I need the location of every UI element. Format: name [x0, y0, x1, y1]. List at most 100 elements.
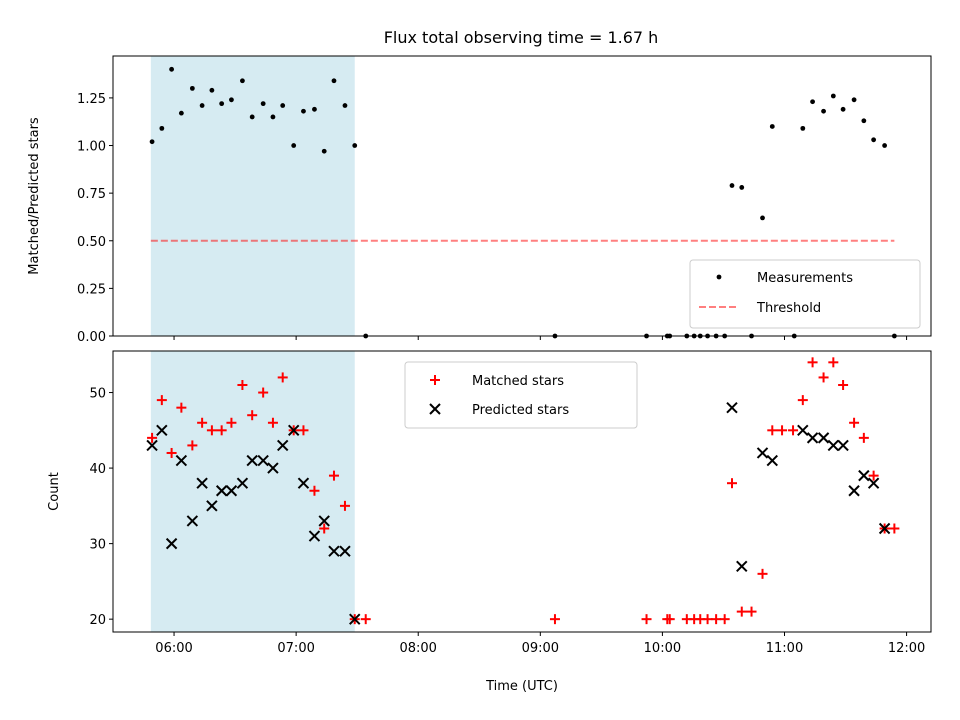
predicted-star-point [349, 613, 361, 625]
matched-star-point [309, 485, 320, 496]
x-tick-label: 09:00 [522, 641, 559, 656]
measurement-point [739, 185, 745, 190]
matched-star-point [726, 478, 737, 489]
predicted-star-point [196, 477, 208, 489]
predicted-star-point [257, 454, 269, 467]
matched-star-point [277, 372, 288, 383]
measurement-point [159, 125, 165, 131]
counts-legend: Matched stars Predicted stars [404, 361, 638, 429]
y-tick-label: 40 [89, 462, 106, 477]
ratio-axes: 0.00 0.25 0.50 0.75 1.00 1.25 Matched/Predict… [27, 55, 932, 345]
measurement-point [821, 108, 826, 114]
matched-star-point [166, 447, 177, 458]
observing-window-shade-top [150, 56, 355, 336]
matched-star-point [319, 523, 330, 534]
measurement-point [760, 215, 765, 221]
matched-star-point [664, 614, 675, 625]
counts-y-axis-label: Count [47, 472, 62, 511]
legend-matched-marker [430, 375, 440, 385]
measurement-point [199, 103, 205, 108]
x-tick-label: 11:00 [766, 641, 803, 656]
y-tick-label: 0.75 [77, 187, 106, 202]
legend-predicted-label: Predicted stars [472, 403, 569, 418]
matched-star-point [298, 425, 309, 436]
measurement-point [189, 85, 195, 91]
matched-star-point [187, 440, 198, 451]
predicted-star-point [287, 424, 300, 437]
measurement-point [871, 137, 877, 143]
predicted-star-point [236, 477, 249, 489]
predicted-star-point [308, 530, 321, 542]
predicted-star-point [146, 439, 158, 452]
predicted-star-point [867, 477, 880, 489]
predicted-star-point [756, 447, 769, 459]
x-tick-label: 08:00 [399, 641, 436, 656]
y-tick-label: 0.00 [77, 330, 106, 345]
predicted-star-point [246, 454, 258, 467]
predicted-star-point [858, 469, 870, 482]
ratio-axes-frame [112, 55, 932, 337]
ratio-legend-box [689, 259, 921, 329]
matched-star-point [258, 387, 269, 398]
x-tick-label: 06:00 [155, 641, 192, 656]
x-tick-label: 10:00 [644, 641, 681, 656]
matched-star-point [746, 606, 757, 617]
ratio-legend: Measurements Threshold [689, 259, 921, 329]
y-tick-label: 50 [89, 387, 106, 402]
measurement-point [209, 87, 215, 93]
measurement-point [169, 66, 175, 72]
predicted-star-point [297, 477, 310, 489]
matched-star-point [641, 614, 652, 625]
predicted-star-point [225, 485, 238, 497]
matched-star-point [868, 470, 879, 481]
matched-star-point [549, 614, 560, 625]
y-tick-label: 30 [89, 538, 106, 553]
legend-threshold-label: Threshold [756, 301, 821, 316]
matched-star-point [767, 425, 778, 436]
measurement-point [352, 143, 358, 148]
predicted-star-point [215, 485, 228, 497]
predicted-star-point [806, 432, 819, 444]
counts-axes: 06:00 07:00 08:00 09:00 10:00 11:00 12:00 20 30… [47, 350, 932, 694]
measurement-point [882, 143, 888, 148]
matched-star-point [197, 417, 208, 428]
matched-star-point [702, 614, 713, 625]
predicted-star-point [328, 545, 340, 557]
matched-star-point [807, 357, 818, 368]
measurement-point [861, 118, 867, 124]
matched-star-point [267, 417, 278, 428]
x-tick-label: 12:00 [888, 641, 925, 656]
measurement-point [830, 93, 836, 99]
measurement-point [149, 139, 155, 145]
matched-star-point [838, 379, 849, 390]
measurement-point [260, 101, 266, 107]
matched-star-point [736, 606, 747, 617]
predicted-star-point [276, 439, 289, 452]
predicted-star-point [827, 439, 840, 452]
measurement-point [219, 101, 225, 107]
matched-star-point [757, 568, 768, 579]
measurement-point [851, 97, 857, 103]
x-tick-label: 07:00 [277, 641, 314, 656]
x-axis-label: Time (UTC) [485, 679, 558, 694]
measurement-point [280, 103, 286, 108]
legend-measurements-marker [716, 274, 722, 280]
legend-measurements-label: Measurements [757, 271, 853, 286]
matched-star-point [237, 379, 248, 390]
y-tick-label: 0.50 [77, 235, 106, 250]
matched-star-point [328, 470, 339, 481]
matched-star-point [858, 432, 869, 443]
predicted-star-point [878, 522, 891, 535]
matched-star-point [226, 417, 237, 428]
predicted-star-point [736, 560, 748, 572]
matched-star-point [818, 372, 829, 383]
measurement-point [331, 78, 337, 84]
predicted-star-point [837, 439, 849, 452]
y-tick-label: 1.00 [77, 140, 106, 155]
predicted-star-point [339, 545, 351, 557]
measurement-point [240, 78, 245, 84]
matched-star-point [797, 395, 808, 406]
measurement-point [729, 183, 735, 188]
y-tick-label: 0.25 [77, 282, 106, 297]
